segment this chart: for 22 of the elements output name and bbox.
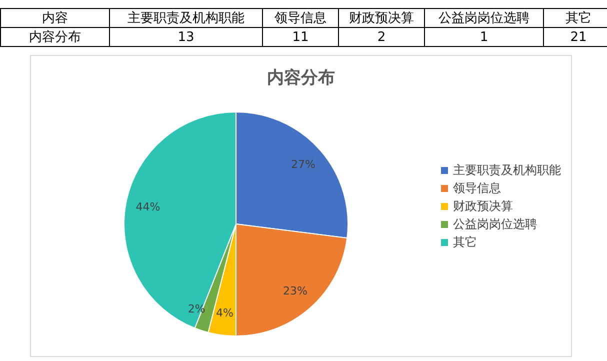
legend-label: 财政预决算 xyxy=(453,198,513,215)
text: 内容 xyxy=(0,8,110,28)
data-label: 21 xyxy=(544,28,607,46)
data-label: 27% xyxy=(290,158,316,172)
data-label: 2 xyxy=(338,28,424,46)
chart-title: 内容分布 xyxy=(266,67,336,89)
category-label: 公益岗岗位选聘 xyxy=(424,8,544,28)
legend-label: 公益岗岗位选聘 xyxy=(453,216,537,233)
category-label: 主要职责及机构职能 xyxy=(110,8,262,28)
data-label: 44% xyxy=(136,200,160,214)
text: 内容分布 xyxy=(0,28,110,46)
data-label: 1 xyxy=(424,28,544,46)
data-label: 23% xyxy=(283,284,308,298)
legend-label: 领导信息 xyxy=(453,180,501,197)
data-label: 13 xyxy=(110,28,262,46)
category-label: 财政预决算 xyxy=(338,8,424,28)
legend-label: 其它 xyxy=(453,234,477,251)
category-label: 领导信息 xyxy=(262,8,338,28)
legend-label: 主要职责及机构职能 xyxy=(453,162,561,179)
data-label: 11 xyxy=(262,28,338,46)
category-label: 其它 xyxy=(544,8,607,28)
data-label: 4% xyxy=(216,306,234,320)
